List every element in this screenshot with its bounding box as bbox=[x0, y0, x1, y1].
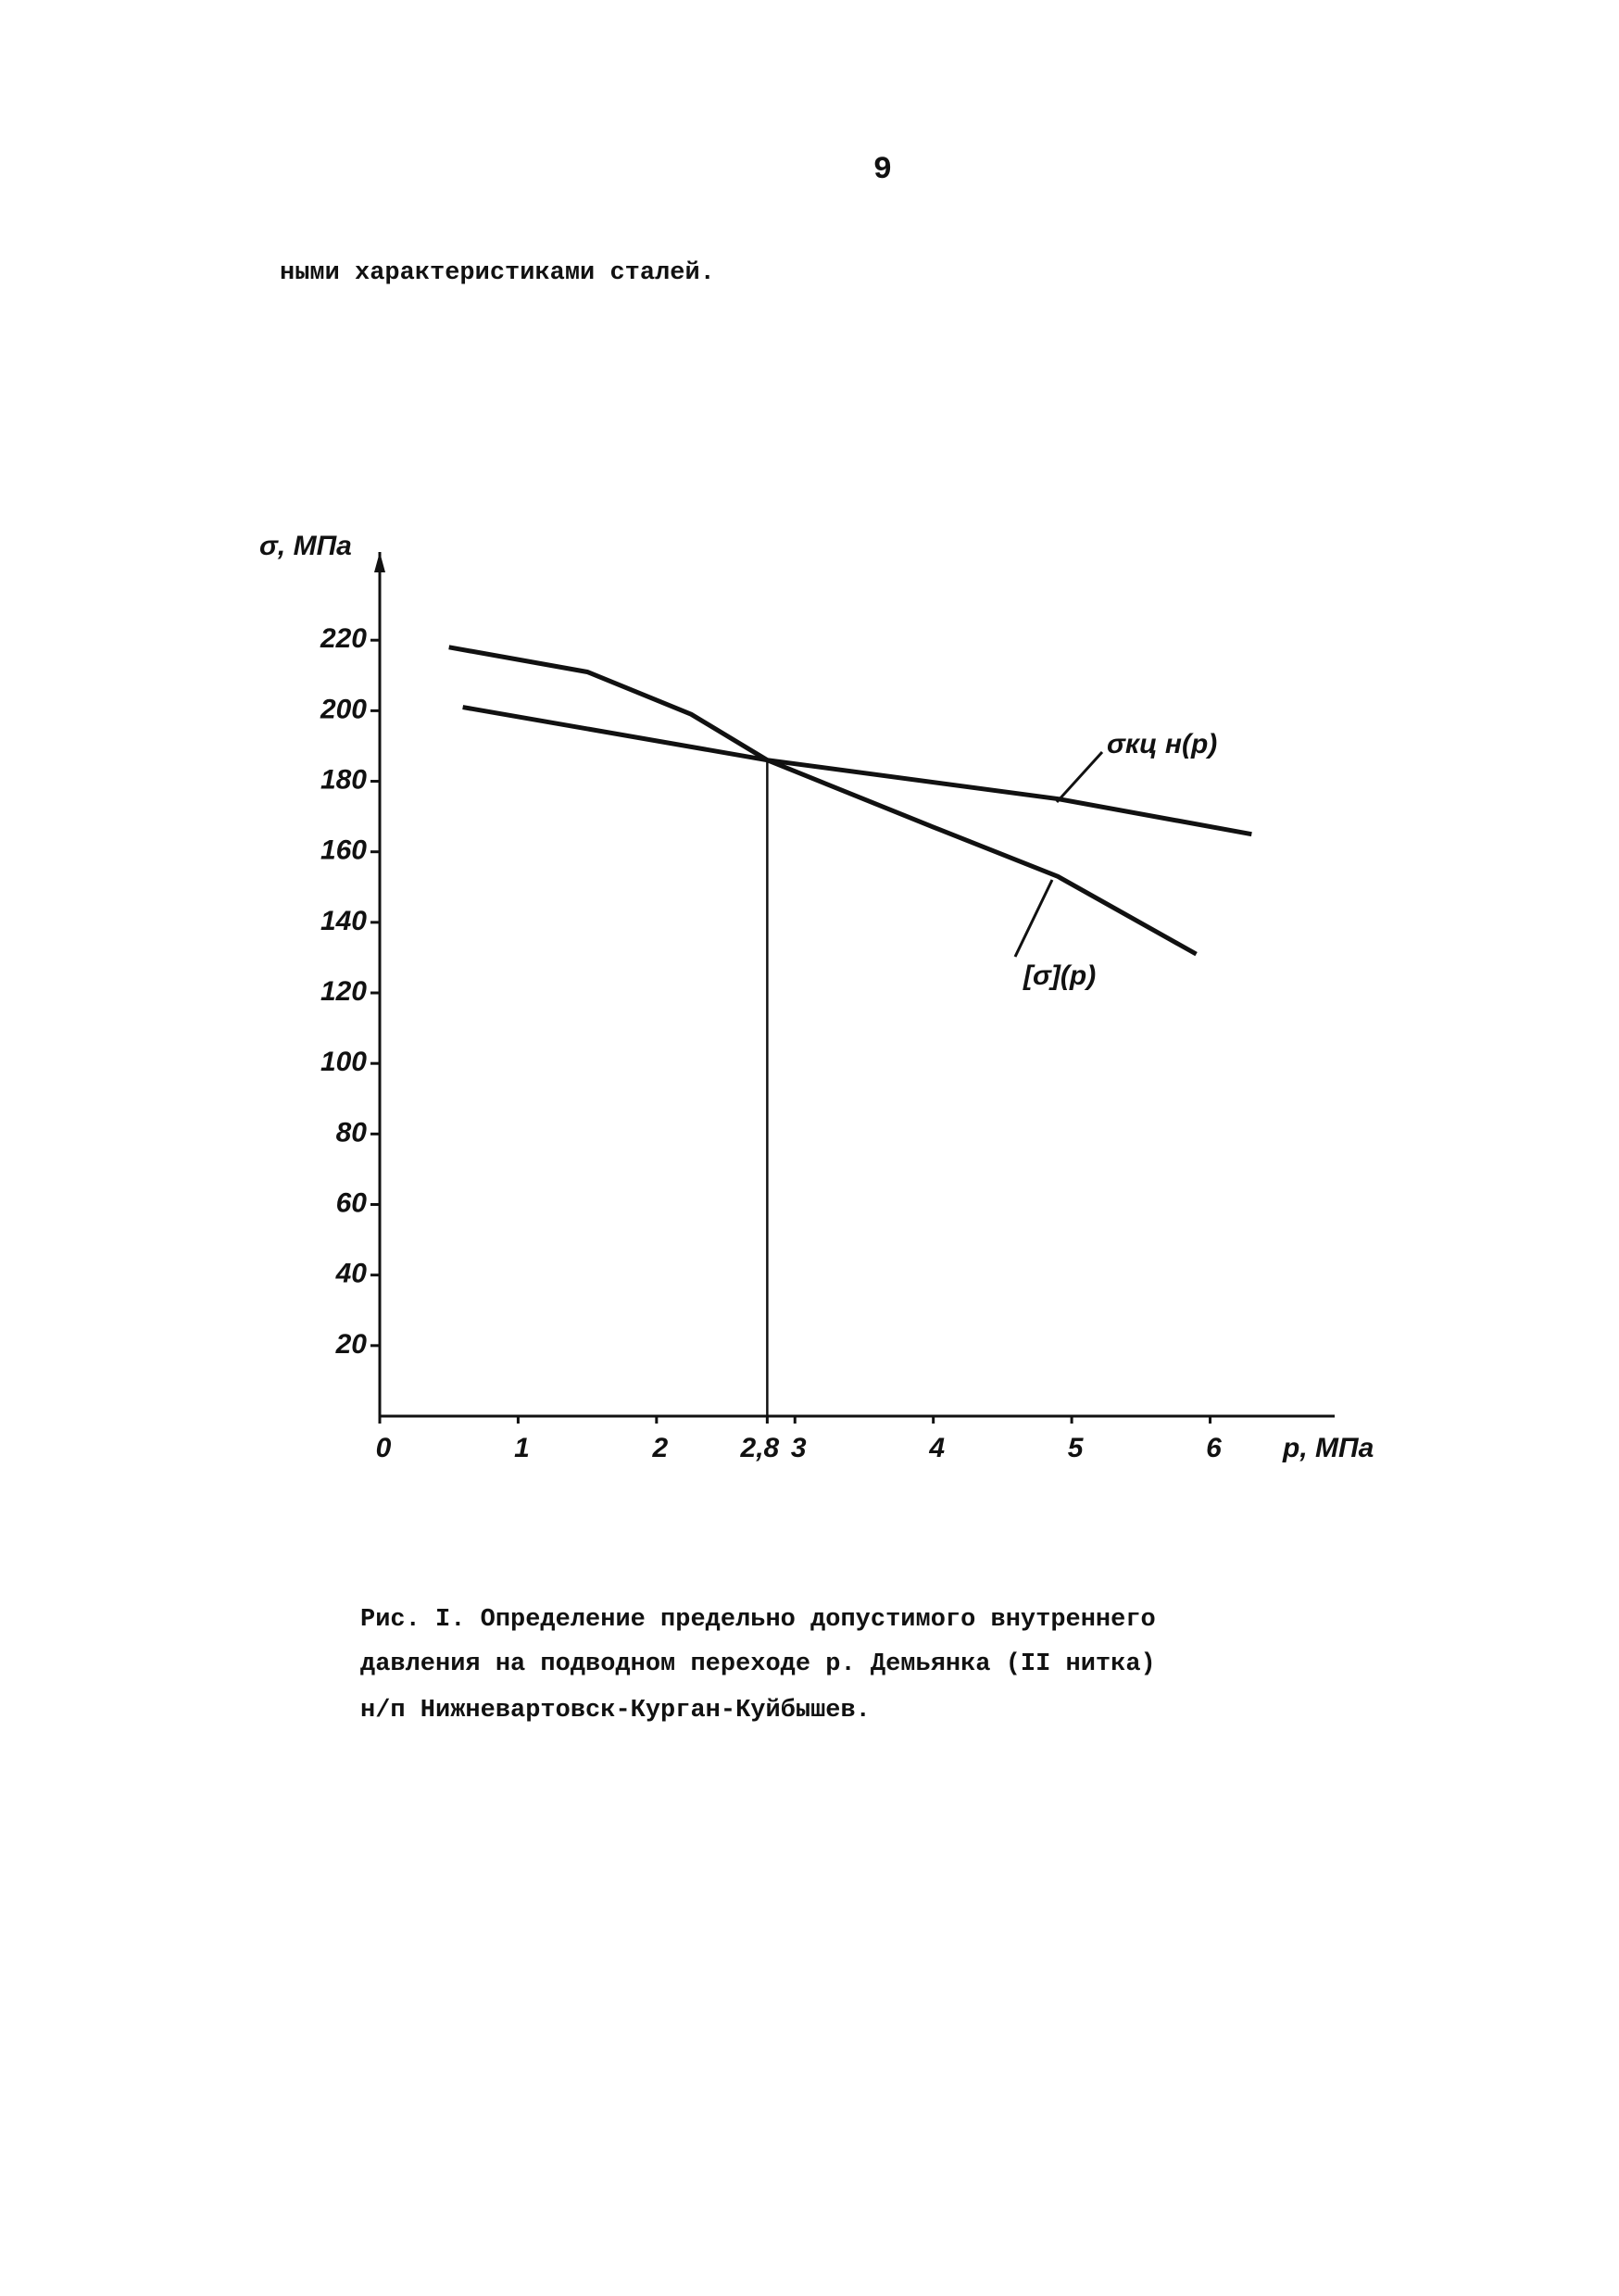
y-axis-arrow bbox=[374, 552, 385, 572]
x-tick-label: 2 bbox=[651, 1433, 668, 1463]
caption-line: Рис. I. Определение предельно допустимог… bbox=[360, 1606, 1156, 1634]
x-tick-label: 3 bbox=[791, 1433, 807, 1463]
text-line: ными характеристиками сталей. bbox=[280, 259, 715, 287]
y-tick-label: 140 bbox=[320, 906, 367, 936]
series-label: [σ](p) bbox=[1023, 960, 1096, 991]
y-axis-label: σ, МПа bbox=[259, 531, 352, 561]
leader-line bbox=[1013, 879, 1054, 958]
series-line bbox=[462, 705, 1252, 837]
x-tick-label: 5 bbox=[1068, 1433, 1085, 1463]
x-tick-label: 2,8 bbox=[740, 1433, 780, 1463]
page-number: 9 bbox=[873, 153, 892, 188]
caption-line: н/п Нижневартовск-Курган-Куйбышев. bbox=[360, 1697, 871, 1725]
y-tick-label: 80 bbox=[336, 1117, 368, 1148]
y-tick-label: 180 bbox=[320, 764, 367, 795]
y-tick-label: 60 bbox=[336, 1187, 368, 1218]
y-tick-label: 100 bbox=[320, 1047, 367, 1077]
y-tick-label: 220 bbox=[320, 623, 367, 654]
x-tick-label: 4 bbox=[928, 1433, 945, 1463]
y-tick-label: 20 bbox=[335, 1329, 368, 1360]
caption-line: давления на подводном переходе р. Демьян… bbox=[360, 1650, 1156, 1678]
x-tick-label: 1 bbox=[514, 1433, 530, 1463]
x-tick-label: 6 bbox=[1206, 1433, 1222, 1463]
series-label: σкц н(p) bbox=[1107, 729, 1217, 759]
leader-line bbox=[1055, 750, 1104, 804]
y-tick-label: 160 bbox=[320, 835, 367, 866]
x-tick-label: 0 bbox=[376, 1433, 392, 1463]
x-axis-label: p, МПа bbox=[1282, 1433, 1374, 1463]
y-tick-label: 120 bbox=[320, 976, 367, 1007]
series-line bbox=[448, 645, 1198, 957]
y-tick-label: 200 bbox=[320, 694, 367, 724]
y-tick-label: 40 bbox=[335, 1259, 368, 1289]
